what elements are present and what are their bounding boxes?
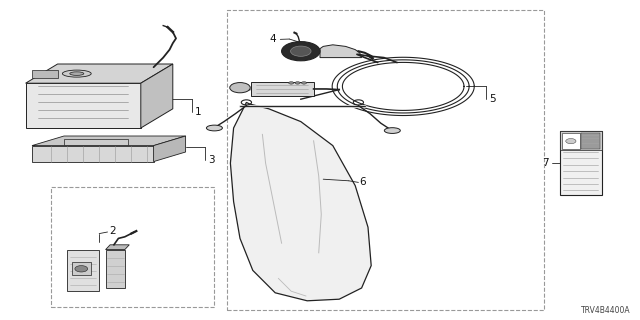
Bar [32, 70, 58, 78]
Ellipse shape [206, 125, 223, 131]
Text: 5: 5 [490, 94, 496, 104]
Polygon shape [141, 64, 173, 128]
Polygon shape [32, 136, 186, 146]
Text: 7: 7 [543, 158, 549, 168]
Bar [560, 131, 602, 195]
Circle shape [230, 83, 250, 93]
Bar [581, 133, 600, 149]
Polygon shape [106, 245, 129, 250]
Ellipse shape [384, 128, 401, 133]
Polygon shape [67, 250, 99, 291]
Bar [72, 262, 91, 275]
Bar [227, 10, 544, 310]
Text: 3: 3 [208, 155, 214, 165]
Text: 2: 2 [109, 226, 115, 236]
Text: 1: 1 [195, 107, 202, 117]
Polygon shape [320, 45, 362, 58]
Polygon shape [154, 136, 186, 162]
Text: TRV4B4400A: TRV4B4400A [580, 306, 630, 315]
Bar [51, 187, 214, 307]
Polygon shape [230, 102, 371, 301]
Polygon shape [106, 250, 125, 288]
Bar [560, 131, 602, 150]
Text: 4: 4 [270, 34, 276, 44]
Circle shape [566, 139, 576, 144]
Ellipse shape [63, 70, 91, 77]
Ellipse shape [70, 72, 84, 76]
Polygon shape [26, 83, 141, 128]
Circle shape [289, 82, 294, 84]
Bar [562, 133, 580, 149]
Circle shape [291, 46, 311, 56]
Circle shape [301, 82, 307, 84]
Circle shape [295, 82, 300, 84]
Text: 6: 6 [360, 177, 366, 188]
Polygon shape [251, 82, 314, 96]
Circle shape [282, 42, 320, 61]
Circle shape [75, 266, 88, 272]
Polygon shape [26, 64, 173, 83]
Polygon shape [32, 146, 154, 162]
Bar [64, 139, 128, 145]
